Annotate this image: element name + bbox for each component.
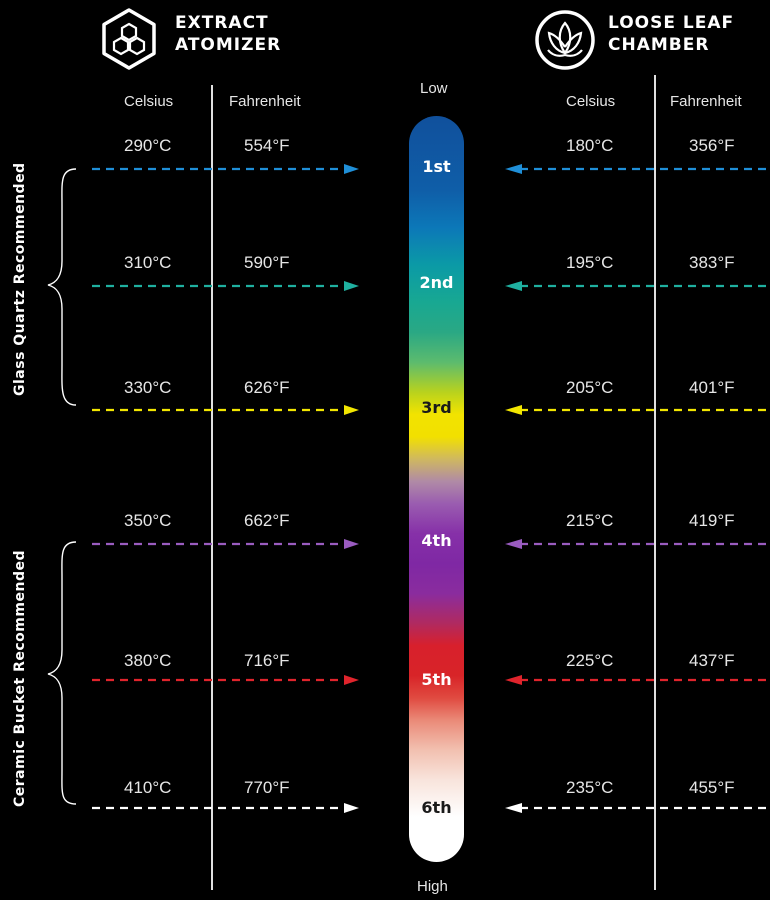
right-arrow-head-5 [505,675,522,685]
tier-label-2: 2nd [419,273,454,292]
left-celsius-3: 330°C [124,378,172,397]
left-arrow-head-3 [344,405,359,415]
left-celsius-5: 380°C [124,651,172,670]
left-title-line1: EXTRACT [175,13,269,33]
right-arrow-head-2 [505,281,522,291]
right-title-line2: CHAMBER [608,35,710,55]
glass-group-brace [47,168,77,406]
hexagon-molecule-icon [102,8,156,70]
right-celsius-1: 180°C [566,136,614,155]
right-fahrenheit-6: 455°F [689,778,735,797]
left-celsius-4: 350°C [124,511,172,530]
right-arrow-head-1 [505,164,522,174]
lotus-leaf-icon [535,10,595,70]
left-fahrenheit-3: 626°F [244,378,290,397]
left-fahrenheit-5: 716°F [244,651,290,670]
left-celsius-1: 290°C [124,136,172,155]
tier-label-1: 1st [422,157,451,176]
left-fahrenheit-header: Fahrenheit [229,93,301,110]
right-celsius-6: 235°C [566,778,614,797]
right-celsius-header: Celsius [566,93,616,110]
glass-quartz-label: Glass Quartz Recommended [12,162,28,396]
ceramic-bucket-label: Ceramic Bucket Recommended [12,550,28,807]
right-arrow-head-6 [505,803,522,813]
left-celsius-2: 310°C [124,253,172,272]
left-fahrenheit-2: 590°F [244,253,290,272]
left-arrow-head-6 [344,803,359,813]
right-celsius-3: 205°C [566,378,614,397]
right-fahrenheit-2: 383°F [689,253,735,272]
right-title-line1: LOOSE LEAF [608,13,735,33]
right-fahrenheit-5: 437°F [689,651,735,670]
right-celsius-4: 215°C [566,511,614,530]
right-arrow-head-3 [505,405,522,415]
left-arrow-head-2 [344,281,359,291]
right-fahrenheit-4: 419°F [689,511,735,530]
tier-label-5: 5th [421,670,452,689]
right-arrow-head-4 [505,539,522,549]
right-fahrenheit-3: 401°F [689,378,735,397]
left-fahrenheit-1: 554°F [244,136,290,155]
left-arrow-head-1 [344,164,359,174]
scale-high-label: High [417,878,448,895]
tier-label-4: 4th [421,531,452,550]
left-arrow-head-5 [344,675,359,685]
right-celsius-2: 195°C [566,253,614,272]
temperature-gradient-bar [409,116,464,862]
left-column-divider [211,85,213,890]
extract-atomizer-title: EXTRACT ATOMIZER [175,12,281,56]
ceramic-group-brace [47,541,77,805]
tier-label-6: 6th [421,798,452,817]
loose-leaf-chamber-title: LOOSE LEAF CHAMBER [608,12,734,56]
scale-low-label: Low [420,80,448,97]
left-fahrenheit-4: 662°F [244,511,290,530]
left-arrow-head-4 [344,539,359,549]
right-column-divider [654,75,656,890]
left-title-line2: ATOMIZER [175,35,282,55]
right-fahrenheit-1: 356°F [689,136,735,155]
left-fahrenheit-6: 770°F [244,778,290,797]
tier-label-3: 3rd [421,398,452,417]
left-celsius-6: 410°C [124,778,172,797]
right-celsius-5: 225°C [566,651,614,670]
right-fahrenheit-header: Fahrenheit [670,93,742,110]
left-celsius-header: Celsius [124,93,174,110]
